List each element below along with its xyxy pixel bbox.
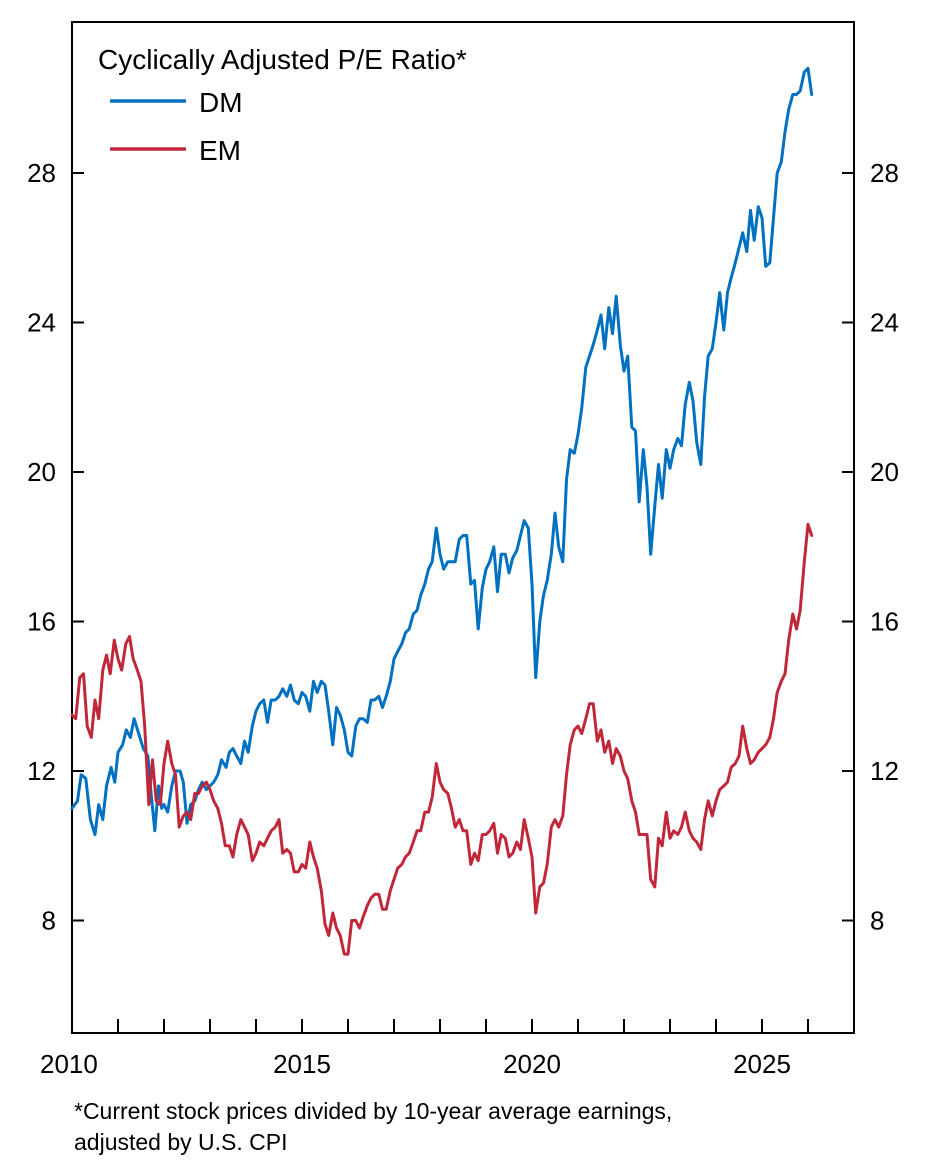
plot-frame — [71, 21, 855, 1034]
legend-label-em: EM — [199, 135, 241, 166]
series-line-dm — [70, 66, 814, 836]
y-tick-label-right: 20 — [870, 457, 899, 487]
x-tick-label: 2010 — [40, 1049, 98, 1079]
y-tick-label-right: 16 — [870, 607, 899, 637]
legend: Cyclically Adjusted P/E Ratio* DM EM — [98, 44, 467, 166]
y-tick-label-left: 28 — [27, 158, 56, 188]
y-tick-label-left: 24 — [27, 308, 56, 338]
y-tick-label-right: 12 — [870, 756, 899, 786]
y-tick-label-left: 20 — [27, 457, 56, 487]
legend-label-dm: DM — [199, 87, 243, 118]
footnote-line-2: adjusted by U.S. CPI — [74, 1129, 288, 1155]
footnote-line-1: *Current stock prices divided by 10-year… — [74, 1098, 673, 1124]
y-tick-label-right: 24 — [870, 308, 899, 338]
y-tick-label-right: 8 — [870, 906, 884, 936]
legend-title: Cyclically Adjusted P/E Ratio* — [98, 44, 467, 75]
x-tick-label: 2015 — [273, 1049, 331, 1079]
y-tick-label-right: 28 — [870, 158, 899, 188]
footnote: *Current stock prices divided by 10-year… — [74, 1096, 894, 1158]
x-tick-label: 2020 — [503, 1049, 561, 1079]
series-lines — [70, 66, 814, 956]
x-tick-label: 2025 — [733, 1049, 791, 1079]
y-tick-label-left: 8 — [42, 906, 56, 936]
series-line-em — [70, 522, 814, 956]
y-tick-label-left: 16 — [27, 607, 56, 637]
y-tick-label-left: 12 — [27, 756, 56, 786]
